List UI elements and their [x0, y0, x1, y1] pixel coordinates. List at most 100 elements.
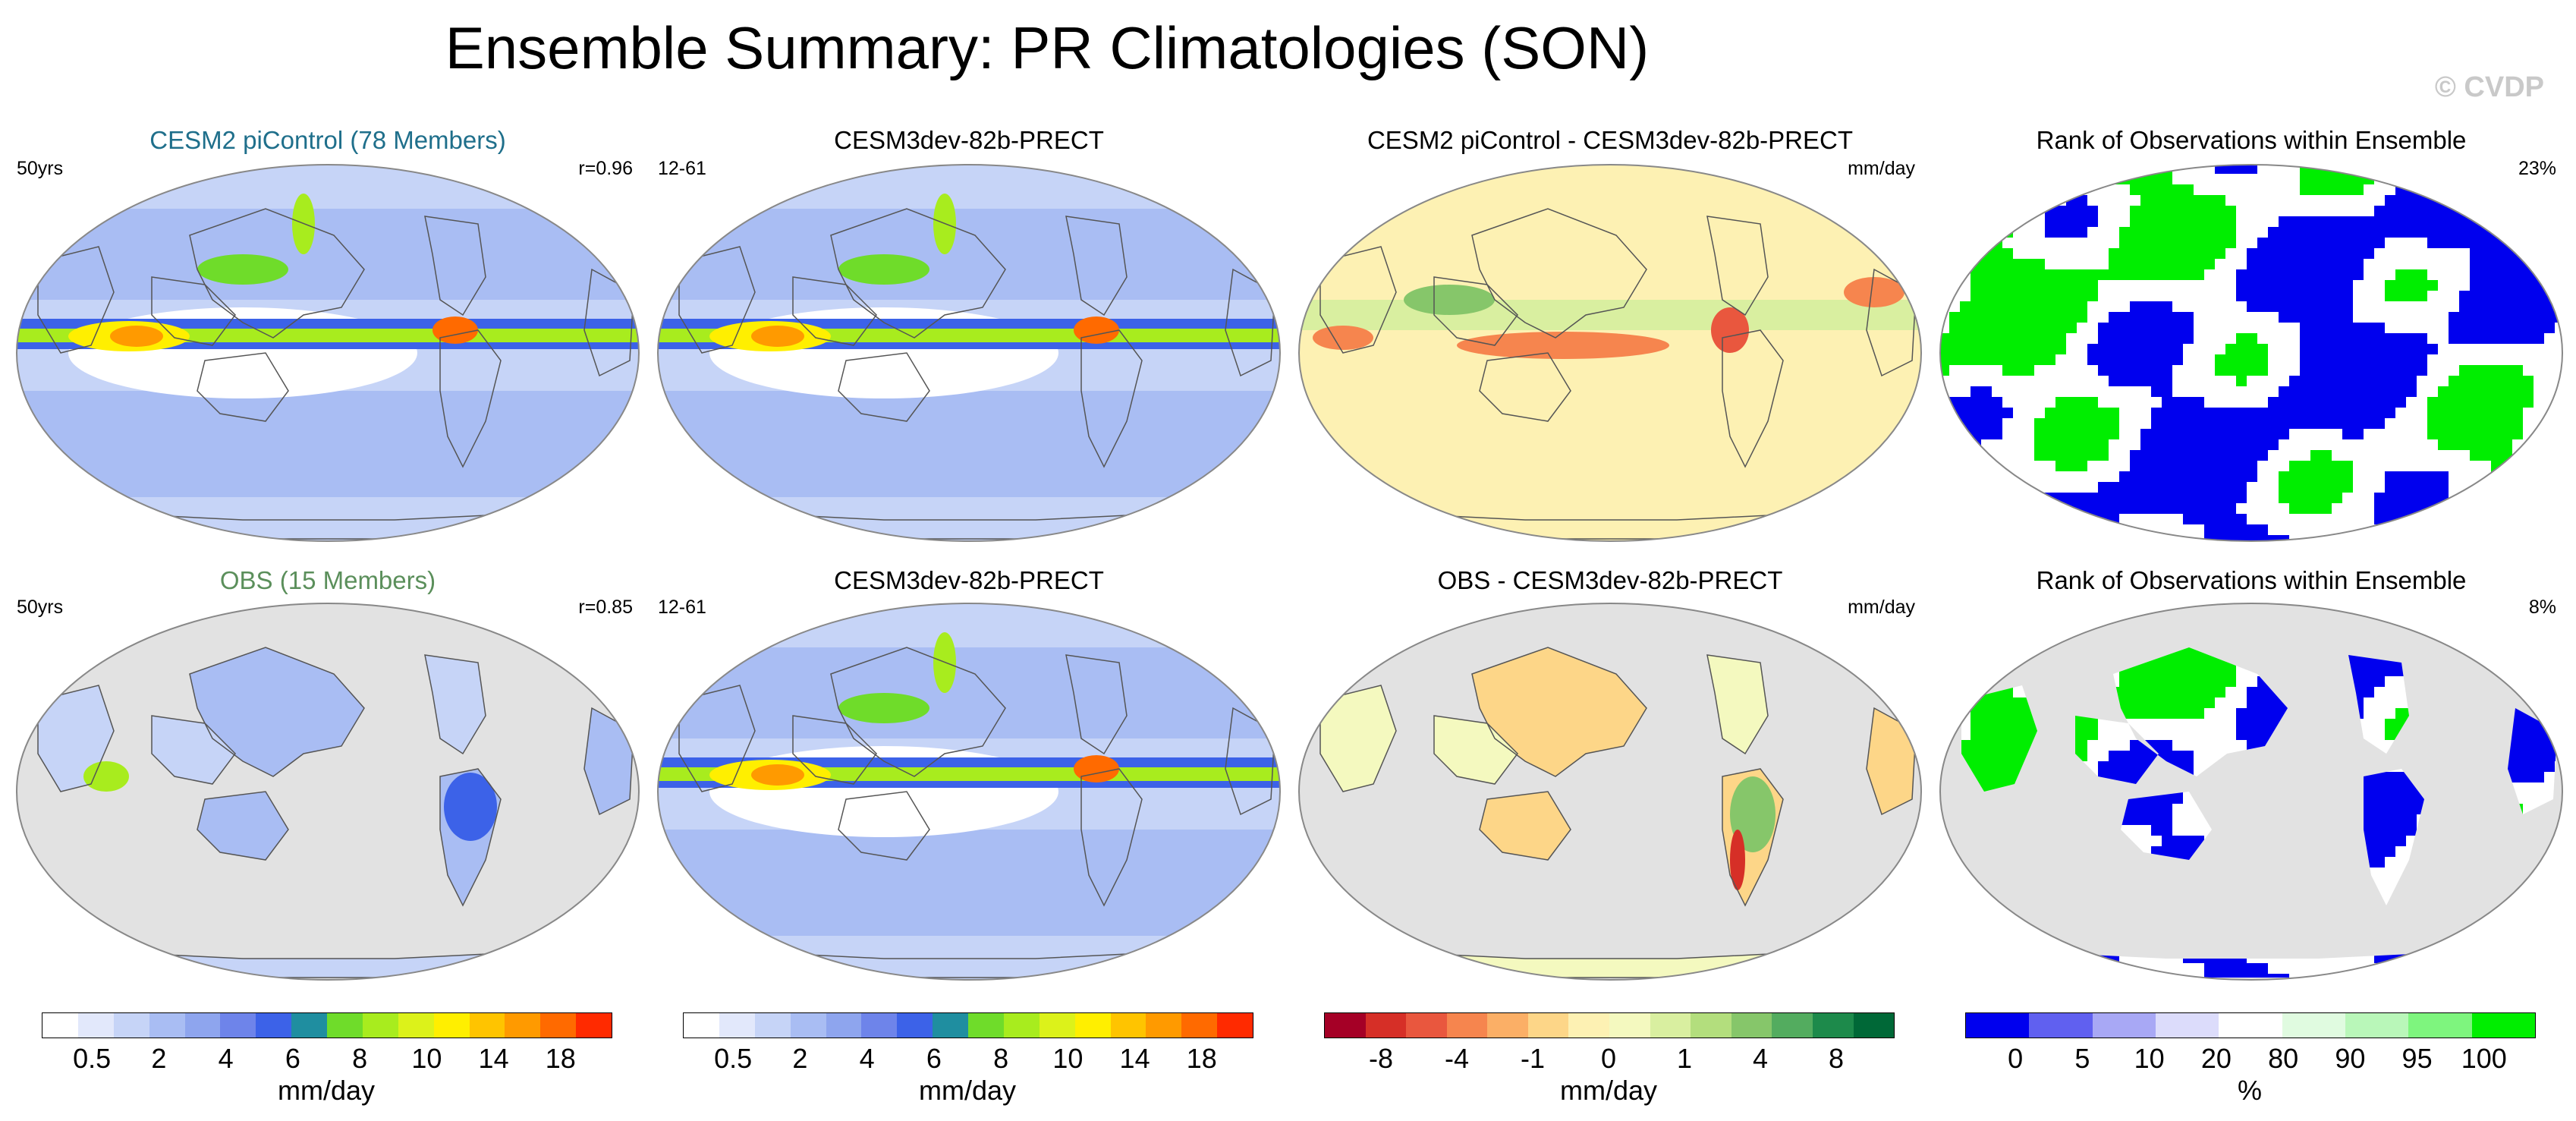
- rank-cell: [2555, 408, 2562, 418]
- rank-cell: [2098, 482, 2109, 493]
- rank-cell: [2417, 227, 2427, 238]
- rank-cell: [2512, 514, 2523, 524]
- rank-cell: [2236, 719, 2247, 729]
- rank-cell: [2279, 195, 2289, 206]
- rank-cell: [2512, 603, 2523, 612]
- rank-cell: [2544, 323, 2555, 333]
- rank-cell: [1971, 899, 1981, 910]
- rank-cell: [2512, 719, 2523, 729]
- rank-cell: [2034, 634, 2045, 644]
- east-pacific-core: [1074, 316, 1119, 344]
- rank-cell: [2512, 238, 2523, 248]
- rank-cell: [2417, 238, 2427, 248]
- rank-cell: [1960, 740, 1971, 751]
- rank-cell: [2544, 238, 2555, 248]
- rank-cell: [2544, 535, 2555, 541]
- rank-cell: [2459, 942, 2470, 953]
- colorbar-tick-label: 100: [2461, 1043, 2507, 1074]
- rank-cell: [2374, 376, 2385, 386]
- rank-cell: [2247, 708, 2257, 719]
- rank-cell: [2342, 376, 2353, 386]
- rank-cell: [2077, 729, 2087, 740]
- rank-cell: [2151, 301, 2162, 312]
- rank-cell: [2045, 259, 2055, 269]
- rank-cell: [2310, 376, 2321, 386]
- coastline-2: [1479, 791, 1571, 861]
- rank-cell: [2247, 216, 2257, 227]
- rank-cell: [2395, 397, 2406, 408]
- rank-cell: [2151, 418, 2162, 429]
- rank-cell: [2512, 184, 2523, 195]
- rank-cell: [2257, 333, 2268, 344]
- rank-cell: [2544, 493, 2555, 503]
- rank-cell: [2470, 165, 2480, 174]
- rank-cell: [2385, 719, 2395, 729]
- colorbar-tick-label: -4: [1444, 1043, 1469, 1074]
- rank-cell: [2087, 503, 2098, 514]
- rank-cell: [2300, 259, 2310, 269]
- rank-cell: [2024, 184, 2034, 195]
- rank-cell: [2268, 439, 2279, 450]
- rank-cell: [2247, 740, 2257, 751]
- rank-cell: [1981, 751, 1992, 761]
- rank-cell: [1949, 493, 1960, 503]
- rank-cell: [2491, 333, 2502, 344]
- rank-cell: [1971, 280, 1981, 291]
- rank-cell: [2077, 493, 2087, 503]
- rank-cell: [2470, 301, 2480, 312]
- rank-cell: [2013, 344, 2024, 354]
- rank-cell: [2385, 963, 2395, 974]
- rank-cell: [2183, 524, 2194, 535]
- rank-cell: [1971, 418, 1981, 429]
- rank-cell: [2310, 301, 2321, 312]
- rank-cell: [2045, 165, 2055, 174]
- rank-cell: [2385, 708, 2395, 719]
- rank-cell: [2449, 301, 2459, 312]
- rank-cell: [2247, 503, 2257, 514]
- rank-cell: [2555, 195, 2562, 206]
- rank-cell: [2151, 450, 2162, 461]
- rank-cell: [2512, 216, 2523, 227]
- rank-cell: [1971, 238, 1981, 248]
- rank-cell: [2385, 227, 2395, 238]
- rank-cell: [2247, 397, 2257, 408]
- rank-cell: [2417, 291, 2427, 301]
- rank-cell: [2151, 461, 2162, 471]
- rank-cell: [2491, 623, 2502, 634]
- rank-cell: [2523, 323, 2534, 333]
- rank-cell: [2045, 974, 2055, 980]
- rank-cell: [2417, 301, 2427, 312]
- rank-cell: [2289, 429, 2300, 439]
- rank-cell: [2119, 165, 2130, 174]
- rank-cell: [2534, 344, 2544, 354]
- rank-cell: [2555, 666, 2562, 676]
- rank-cell: [2427, 439, 2438, 450]
- rank-cell: [2140, 216, 2151, 227]
- rank-cell: [2544, 687, 2555, 697]
- colorbar-swatch: [790, 1013, 826, 1038]
- rank-cell: [2523, 676, 2534, 687]
- rank-cell: [2555, 868, 2562, 878]
- rank-cell: [2342, 514, 2353, 524]
- rank-cell: [2140, 814, 2151, 825]
- rank-cell: [2055, 248, 2066, 259]
- rank-cell: [2034, 165, 2045, 174]
- rank-cell: [1992, 450, 2002, 461]
- rank-cell: [1971, 291, 1981, 301]
- rank-cell: [2555, 634, 2562, 644]
- rank-cell: [2247, 259, 2257, 269]
- rank-cell: [2204, 259, 2215, 269]
- rank-cell: [1992, 376, 2002, 386]
- rank-cell: [2204, 323, 2215, 333]
- rank-cell: [2140, 450, 2151, 461]
- rank-cell: [2183, 461, 2194, 471]
- rank-cell: [2523, 889, 2534, 899]
- rank-cell: [2385, 344, 2395, 354]
- rank-cell: [2544, 333, 2555, 344]
- rank-cell: [2395, 439, 2406, 450]
- rank-cell: [2364, 408, 2374, 418]
- rank-cell: [2087, 333, 2098, 344]
- rank-cell: [2034, 429, 2045, 439]
- rank-cell: [2109, 524, 2119, 535]
- rank-cell: [2109, 216, 2119, 227]
